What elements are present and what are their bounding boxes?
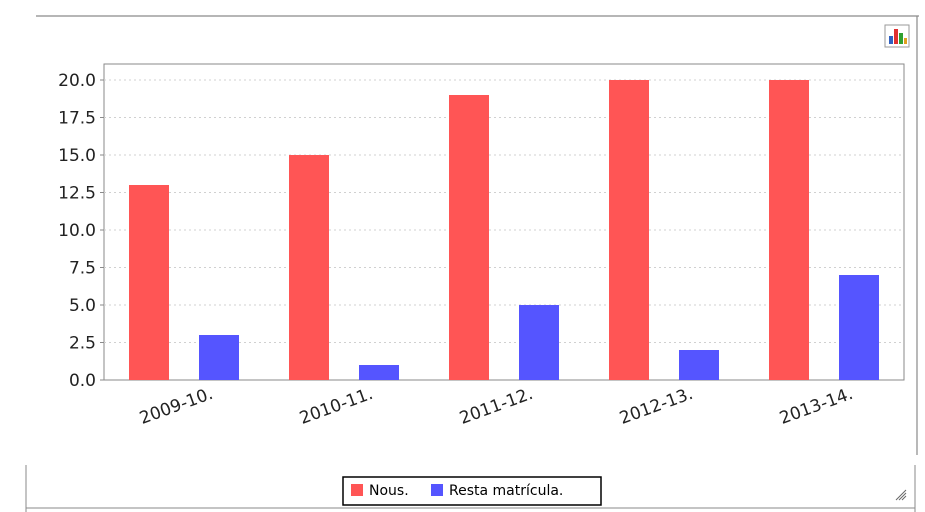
y-tick-label: 2.5 <box>69 334 96 354</box>
bars <box>129 80 879 380</box>
bar-nous-2 <box>449 95 489 380</box>
legend: Nous. Resta matrícula. <box>342 476 602 506</box>
y-tick-label: 10.0 <box>58 221 96 241</box>
legend-label-resta-matricula: Resta matrícula. <box>449 483 563 499</box>
x-tick-label: 2013-14. <box>777 384 856 429</box>
bar-resta-matricula-1 <box>359 365 399 380</box>
bar-resta-matricula-2 <box>519 305 559 380</box>
bar-resta-matricula-4 <box>839 275 879 380</box>
bar-resta-matricula-3 <box>679 350 719 380</box>
y-tick-label: 0.0 <box>69 371 96 391</box>
resize-grip-icon[interactable] <box>895 489 907 501</box>
x-axis-ticks: 2009-10. 2010-11. 2011-12. 2012-13. 2013-14. <box>137 384 856 429</box>
y-tick-label: 7.5 <box>69 259 96 279</box>
legend-box <box>342 476 602 506</box>
bar-nous-3 <box>609 80 649 380</box>
y-tick-label: 15.0 <box>58 146 96 166</box>
y-axis-ticks: 0.0 2.5 5.0 7.5 10.0 12.5 15.0 17.5 20.0 <box>58 71 104 391</box>
bar-nous-1 <box>289 155 329 380</box>
x-tick-label: 2010-11. <box>297 384 376 429</box>
y-tick-label: 17.5 <box>58 109 96 129</box>
bar-nous-4 <box>769 80 809 380</box>
bar-nous-0 <box>129 185 169 380</box>
y-tick-label: 12.5 <box>58 184 96 204</box>
x-tick-label: 2011-12. <box>457 384 536 429</box>
y-tick-label: 5.0 <box>69 296 96 316</box>
x-tick-label: 2012-13. <box>617 384 696 429</box>
x-tick-label: 2009-10. <box>137 384 216 429</box>
legend-label-nous: Nous. <box>369 483 409 499</box>
legend-swatch-resta-matricula <box>431 484 443 496</box>
bar-resta-matricula-0 <box>199 335 239 380</box>
legend-swatch-nous <box>351 484 363 496</box>
y-tick-label: 20.0 <box>58 71 96 91</box>
bar-chart-icon[interactable] <box>884 24 910 48</box>
